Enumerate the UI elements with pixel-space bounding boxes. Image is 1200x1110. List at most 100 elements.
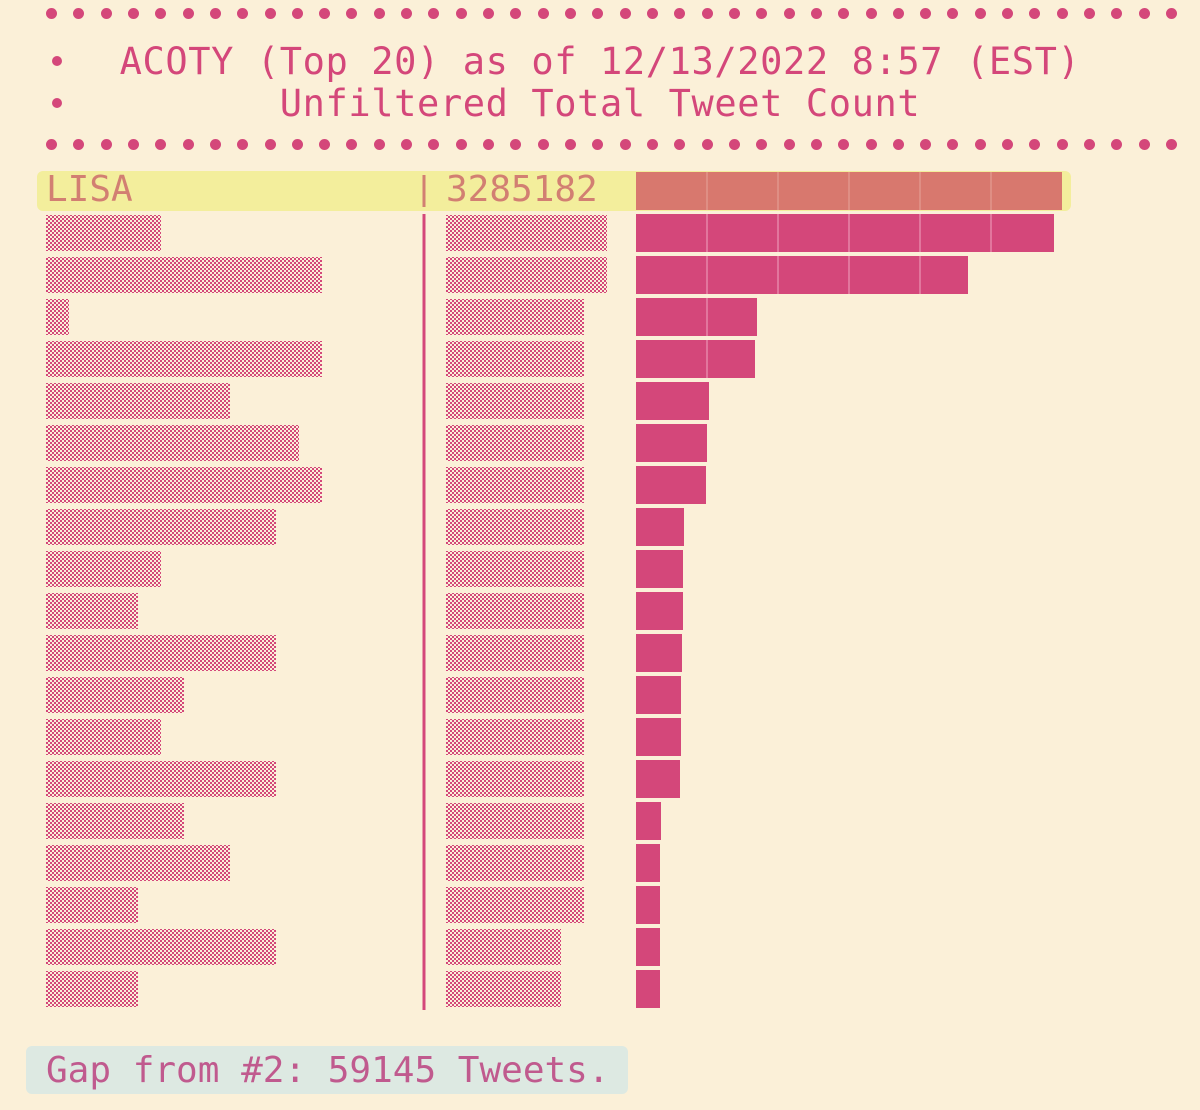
border-dot bbox=[1056, 139, 1068, 150]
redacted-value bbox=[446, 677, 584, 713]
border-dot bbox=[455, 139, 467, 150]
redacted-label bbox=[46, 257, 322, 293]
border-dot bbox=[701, 8, 713, 19]
border-dot bbox=[537, 8, 549, 19]
redacted-label bbox=[46, 677, 184, 713]
border-dot bbox=[1138, 139, 1150, 150]
redacted-value bbox=[446, 929, 561, 965]
border-dot bbox=[810, 139, 822, 150]
bar bbox=[636, 844, 660, 882]
bar bbox=[636, 424, 707, 462]
border-dot bbox=[401, 139, 413, 150]
bar bbox=[636, 886, 660, 924]
border-dot bbox=[401, 8, 413, 19]
redacted-label bbox=[46, 215, 161, 251]
redacted-label bbox=[46, 425, 299, 461]
redacted-label bbox=[46, 761, 276, 797]
redacted-value bbox=[446, 341, 584, 377]
border-dot bbox=[373, 8, 385, 19]
border-dot bbox=[1111, 139, 1123, 150]
redacted-value bbox=[446, 257, 607, 293]
redacted-value bbox=[446, 383, 584, 419]
bar bbox=[636, 214, 1054, 252]
border-dot bbox=[756, 139, 768, 150]
border-dot bbox=[155, 8, 167, 19]
redacted-value bbox=[446, 803, 584, 839]
redacted-value bbox=[446, 719, 584, 755]
border-dot bbox=[1002, 8, 1014, 19]
border-dot bbox=[264, 139, 276, 150]
bar bbox=[636, 298, 757, 336]
border-dot bbox=[46, 8, 57, 19]
redacted-label bbox=[46, 929, 276, 965]
bar bbox=[636, 676, 681, 714]
border-dot bbox=[974, 8, 986, 19]
bar bbox=[636, 382, 709, 420]
border-dot bbox=[483, 139, 495, 150]
bar bbox=[636, 970, 660, 1008]
chart-title: ACOTY (Top 20) as of 12/13/2022 8:57 (ES… bbox=[119, 40, 1081, 83]
bar-value-label: 3285182 bbox=[446, 169, 598, 210]
border-dot bbox=[428, 139, 440, 150]
border-dot bbox=[674, 8, 686, 19]
border-dot bbox=[127, 8, 139, 19]
bar bbox=[636, 550, 683, 588]
border-dot bbox=[346, 8, 358, 19]
border-dot bbox=[1138, 8, 1150, 19]
subtitle-bullet bbox=[52, 98, 62, 108]
border-dot bbox=[510, 139, 522, 150]
redacted-value bbox=[446, 215, 607, 251]
border-dot bbox=[1056, 8, 1068, 19]
border-dot bbox=[237, 8, 249, 19]
border-dot bbox=[783, 139, 795, 150]
border-dot bbox=[646, 8, 658, 19]
border-dot bbox=[319, 8, 331, 19]
border-dot bbox=[865, 139, 877, 150]
border-dot bbox=[291, 139, 303, 150]
border-dot bbox=[1084, 8, 1096, 19]
redacted-value bbox=[446, 551, 584, 587]
border-dot bbox=[674, 139, 686, 150]
border-dot bbox=[373, 139, 385, 150]
bar bbox=[636, 634, 682, 672]
bar bbox=[636, 718, 681, 756]
border-dot bbox=[182, 8, 194, 19]
redacted-label bbox=[46, 593, 138, 629]
border-dot bbox=[1029, 139, 1041, 150]
border-dot bbox=[1002, 139, 1014, 150]
redacted-value bbox=[446, 467, 584, 503]
bar bbox=[636, 802, 661, 840]
border-dot bbox=[728, 8, 740, 19]
redacted-label bbox=[46, 845, 230, 881]
border-dot bbox=[1111, 8, 1123, 19]
border-dot bbox=[947, 139, 959, 150]
border-dot bbox=[1084, 139, 1096, 150]
redacted-value bbox=[446, 845, 584, 881]
redacted-label bbox=[46, 299, 69, 335]
bar bbox=[636, 592, 683, 630]
border-dot bbox=[592, 8, 604, 19]
border-dot bbox=[920, 139, 932, 150]
border-dot bbox=[455, 8, 467, 19]
border-dot bbox=[619, 8, 631, 19]
redacted-label bbox=[46, 509, 276, 545]
border-dot bbox=[592, 139, 604, 150]
border-dot bbox=[510, 8, 522, 19]
border-dot bbox=[182, 139, 194, 150]
border-dot bbox=[209, 8, 221, 19]
border-dot bbox=[73, 139, 85, 150]
border-dot bbox=[237, 139, 249, 150]
top-dotted-border bbox=[46, 8, 1177, 20]
border-dot bbox=[619, 139, 631, 150]
border-dot bbox=[810, 8, 822, 19]
bar bbox=[636, 508, 684, 546]
border-dot bbox=[892, 8, 904, 19]
border-dot bbox=[783, 8, 795, 19]
border-dot bbox=[565, 8, 577, 19]
bar bbox=[636, 928, 660, 966]
bar bbox=[636, 340, 755, 378]
border-dot bbox=[838, 8, 850, 19]
redacted-label bbox=[46, 971, 138, 1007]
border-dot bbox=[1166, 8, 1177, 19]
border-dot bbox=[947, 8, 959, 19]
